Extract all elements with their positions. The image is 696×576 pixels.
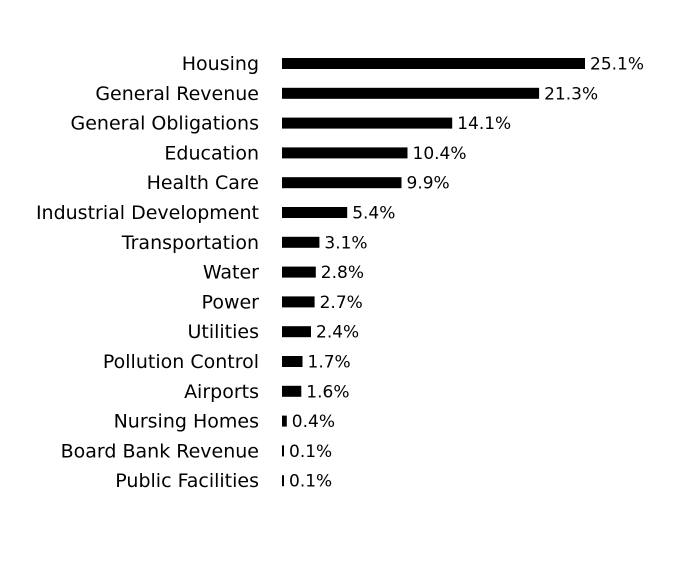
bar bbox=[282, 87, 540, 99]
category-label: Nursing Homes bbox=[114, 411, 259, 433]
value-label: 0.1% bbox=[289, 442, 332, 462]
category-label: Transportation bbox=[121, 232, 259, 254]
bars-group bbox=[282, 58, 585, 487]
value-label: 2.8% bbox=[321, 263, 364, 283]
value-labels-group: 25.1% 21.3% 14.1% 10.4% 9.9% 5.4% 3.1% 2.8% 2.7%… bbox=[289, 55, 644, 492]
bar bbox=[282, 236, 320, 248]
bar bbox=[282, 207, 348, 218]
value-label: 14.1% bbox=[457, 114, 511, 134]
category-label: Board Bank Revenue bbox=[61, 440, 259, 462]
category-label: Power bbox=[202, 291, 260, 313]
value-label: 1.6% bbox=[306, 382, 349, 402]
bar bbox=[282, 475, 284, 487]
category-label: Airports bbox=[184, 381, 259, 403]
value-label: 0.4% bbox=[292, 412, 335, 432]
value-label: 2.4% bbox=[316, 323, 359, 343]
bar bbox=[282, 117, 453, 129]
value-label: 3.1% bbox=[324, 233, 367, 253]
bar bbox=[282, 296, 315, 308]
value-label: 25.1% bbox=[590, 55, 644, 75]
category-label: Pollution Control bbox=[103, 351, 259, 373]
value-label: 5.4% bbox=[352, 204, 395, 224]
category-label: Utilities bbox=[187, 321, 259, 343]
category-label: General Obligations bbox=[71, 113, 260, 135]
category-label: Education bbox=[164, 142, 259, 164]
bar bbox=[282, 415, 287, 427]
bar bbox=[282, 326, 311, 338]
value-label: 2.7% bbox=[320, 293, 363, 313]
value-label: 10.4% bbox=[413, 144, 467, 164]
value-label: 9.9% bbox=[407, 174, 450, 194]
bar bbox=[282, 266, 316, 278]
value-label: 1.7% bbox=[308, 353, 351, 373]
value-label: 21.3% bbox=[544, 84, 598, 104]
bar bbox=[282, 445, 284, 457]
value-label: 0.1% bbox=[289, 472, 332, 492]
category-labels-group: Housing General Revenue General Obligation… bbox=[36, 53, 259, 492]
bar bbox=[282, 147, 408, 159]
category-label: Public Facilities bbox=[115, 470, 259, 492]
category-label: Housing bbox=[182, 53, 259, 75]
category-label: Health Care bbox=[147, 172, 259, 194]
bar bbox=[282, 177, 402, 189]
category-label: Water bbox=[203, 262, 259, 284]
bar bbox=[282, 356, 303, 367]
bar bbox=[282, 58, 585, 69]
category-label: Industrial Development bbox=[36, 202, 259, 224]
category-label: General Revenue bbox=[95, 83, 259, 105]
bar bbox=[282, 385, 302, 397]
